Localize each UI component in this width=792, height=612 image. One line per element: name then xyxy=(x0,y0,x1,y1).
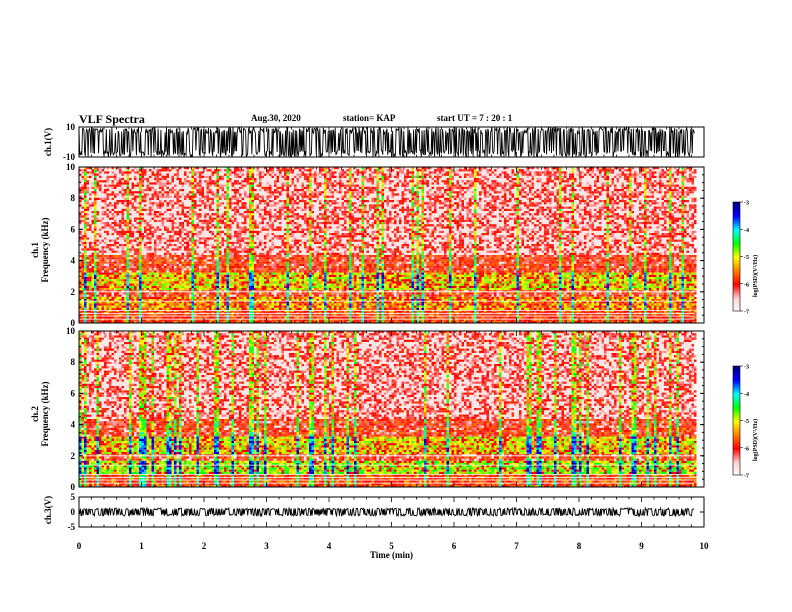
ytick-label: 4 xyxy=(71,256,76,266)
ytick-label: 8 xyxy=(71,193,76,203)
ch1-spectrogram-colorbar: -3 -4 -5 -6 -7 xyxy=(733,201,749,316)
ytick-label: -10 xyxy=(63,152,75,162)
ytick-label: 10 xyxy=(66,122,76,132)
xtick-label: 3 xyxy=(264,541,269,551)
ytick-label: 10 xyxy=(66,162,76,172)
ytick-label: 0 xyxy=(71,482,76,492)
ytick-label: 6 xyxy=(71,388,76,398)
ch2-spectrogram-colorbar: -3 -4 -5 -6 -7 xyxy=(733,365,749,480)
colorbar-tick-label: -7 xyxy=(744,310,749,316)
colorbar-tick-label: -3 xyxy=(744,365,749,371)
colorbar-tick-label: -6 xyxy=(744,282,749,288)
xtick-label: 0 xyxy=(77,541,82,551)
xtick-label: 1 xyxy=(139,541,144,551)
ch3-waveform-panel-trace xyxy=(79,508,694,516)
ytick-label: -5 xyxy=(68,522,76,532)
ch1-waveform-panel-trace xyxy=(79,127,694,157)
colorbar-tick-label: -7 xyxy=(744,474,749,480)
ytick-label: 10 xyxy=(66,326,76,336)
ytick-label: 2 xyxy=(71,287,76,297)
ch3-waveform-panel: 5 0 -5 xyxy=(68,492,705,532)
ytick-label: 5 xyxy=(71,492,76,502)
xtick-label: 9 xyxy=(639,541,644,551)
xtick-label: 10 xyxy=(700,541,710,551)
colorbar-tick-label: -5 xyxy=(744,419,749,425)
xtick-label: 4 xyxy=(327,541,332,551)
xtick-label: 6 xyxy=(452,541,457,551)
ch1-waveform-panel: 10 -10 xyxy=(63,122,704,162)
ytick-label: 4 xyxy=(71,420,76,430)
colorbar-tick-label: -3 xyxy=(744,201,749,207)
ytick-label: 8 xyxy=(71,357,76,367)
xtick-label: 2 xyxy=(202,541,207,551)
ch2-spectrogram: 0 2 4 6 8 10 xyxy=(66,326,704,492)
ytick-label: 2 xyxy=(71,451,76,461)
ytick-label: 0 xyxy=(71,507,76,517)
colorbar-tick-label: -6 xyxy=(744,446,749,452)
colorbar-tick-label: -4 xyxy=(744,392,749,398)
xtick-label: 7 xyxy=(514,541,519,551)
x-axis-label: Time (min) xyxy=(370,550,413,560)
colorbar-tick-label: -4 xyxy=(744,228,749,234)
colorbar-tick-label: -5 xyxy=(744,255,749,261)
ytick-label: 6 xyxy=(71,224,76,234)
xtick-label: 8 xyxy=(577,541,582,551)
